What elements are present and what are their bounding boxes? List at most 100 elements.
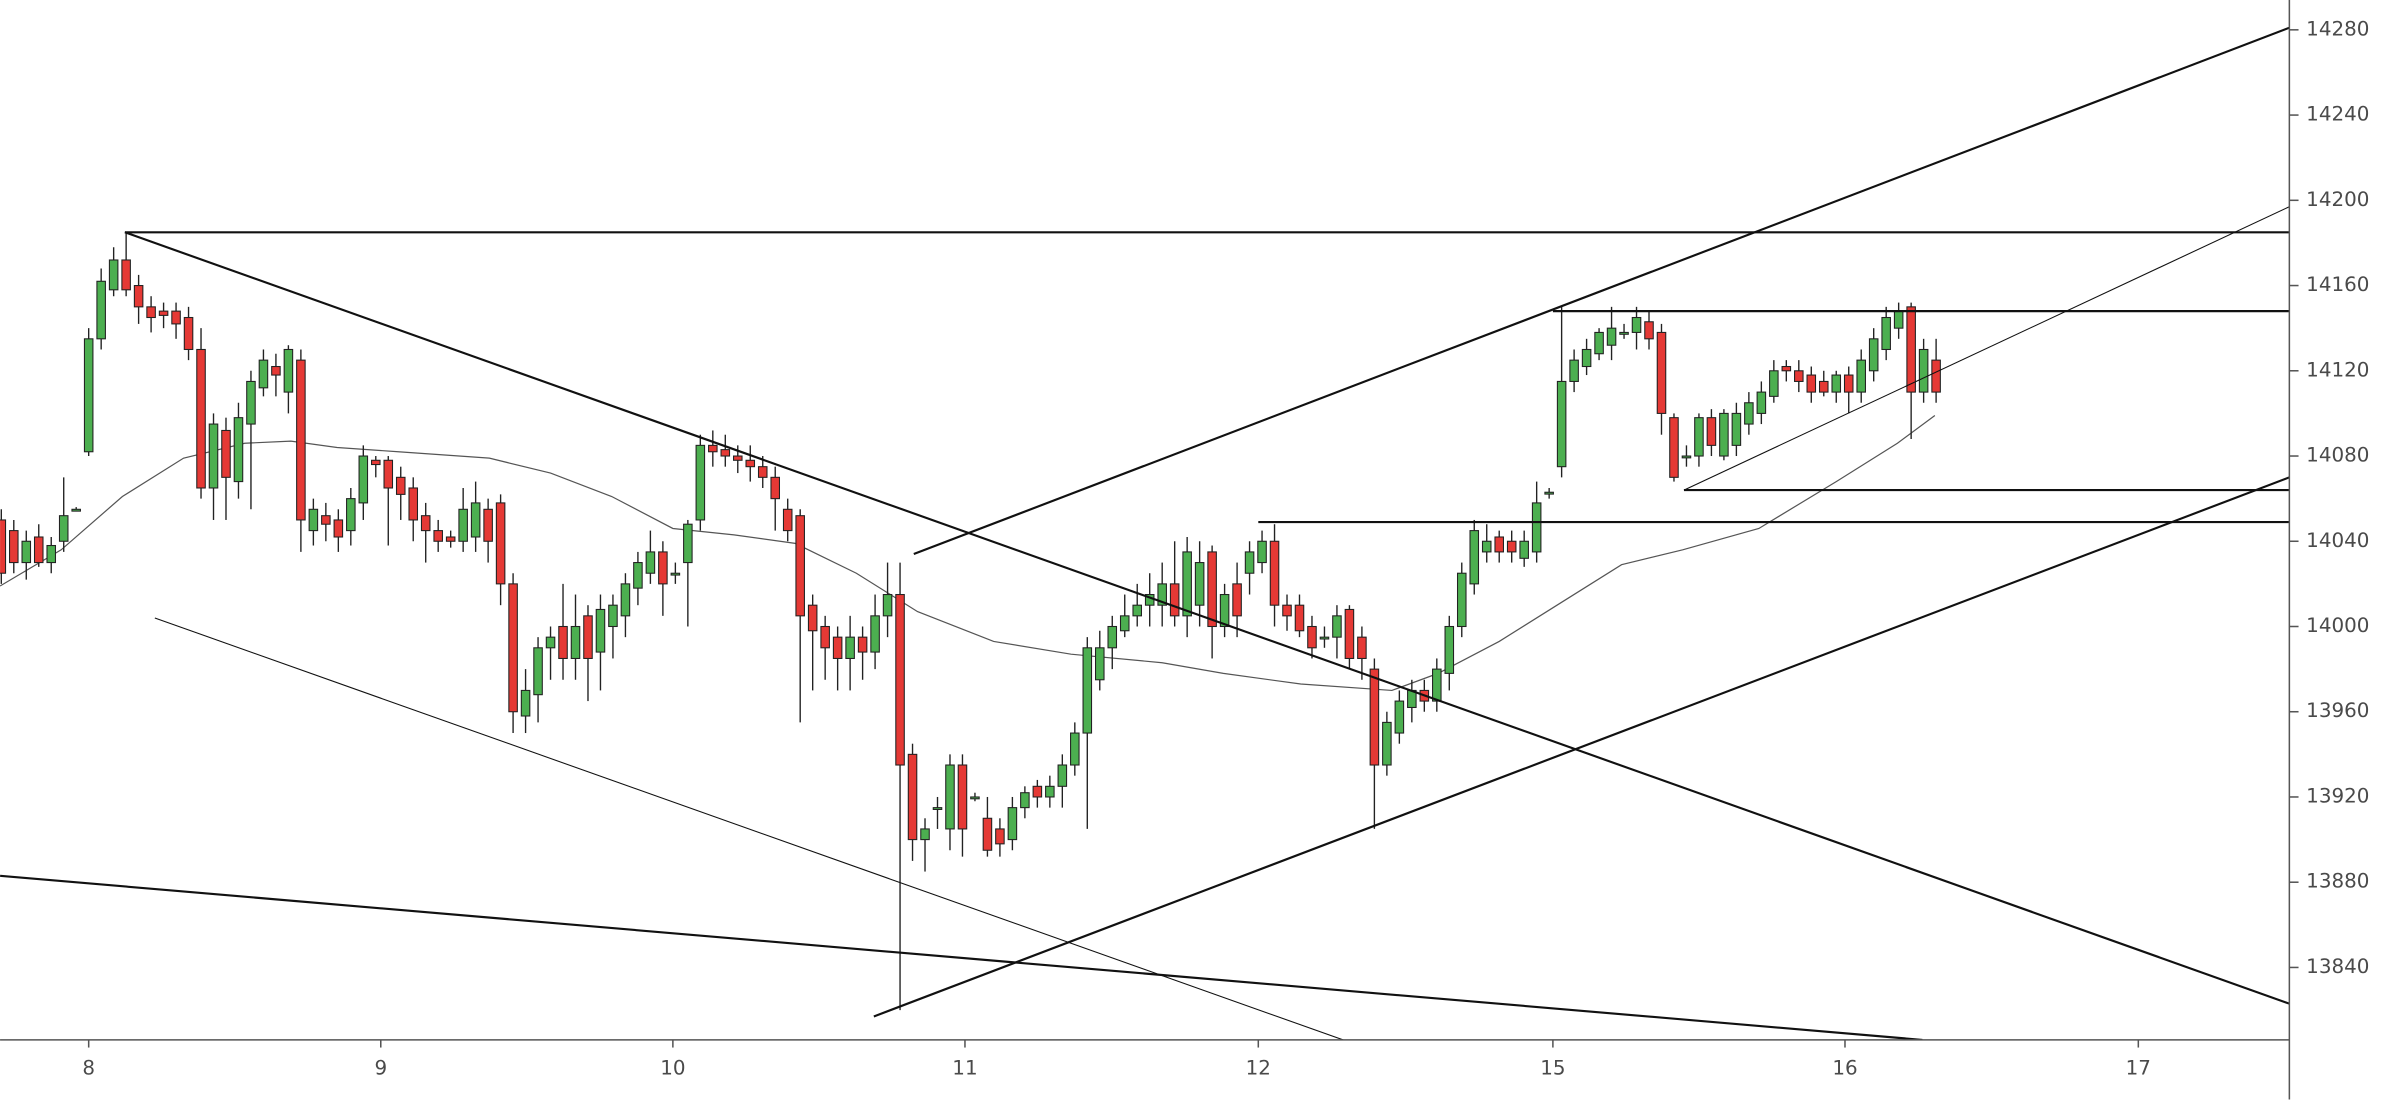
- candle-body: [658, 551, 668, 585]
- x-tick-label: 16: [1832, 1056, 1857, 1079]
- candle-body: [395, 476, 406, 495]
- candle-body: [1781, 365, 1792, 372]
- candle-body: [695, 444, 706, 521]
- candle-body: [46, 544, 57, 564]
- candle-body: [1219, 593, 1230, 628]
- candle-body: [258, 359, 269, 389]
- candle-body: [9, 530, 19, 564]
- trendline: [0, 874, 1923, 1040]
- candle-body: [1494, 536, 1504, 553]
- candle-body: [845, 636, 855, 659]
- candle-body: [1769, 370, 1779, 397]
- candle-body: [1070, 732, 1080, 766]
- candle-body: [470, 502, 481, 538]
- candle-body: [1432, 668, 1442, 702]
- candle-body: [533, 647, 543, 696]
- candle-body: [857, 636, 868, 653]
- candle-body: [346, 498, 356, 532]
- x-tick-label: 15: [1540, 1056, 1565, 1079]
- candle-body: [233, 417, 244, 483]
- trendline: [873, 476, 2290, 1018]
- candle-body: [795, 515, 805, 617]
- y-tick-label: 14280: [2306, 17, 2369, 40]
- candle-body: [1918, 348, 1929, 393]
- candle-body: [1531, 502, 1542, 553]
- candle-body: [1194, 562, 1205, 606]
- candle-body: [1456, 572, 1467, 628]
- candle-body: [1556, 380, 1567, 468]
- candle-body: [1207, 551, 1217, 628]
- candle-body: [770, 476, 781, 500]
- candle-body: [982, 817, 993, 851]
- candle-body: [558, 625, 568, 659]
- candle-body: [1369, 668, 1380, 766]
- candle-body: [945, 764, 955, 830]
- candle-body: [1344, 608, 1355, 659]
- candle-body: [1132, 604, 1143, 617]
- candle-body: [920, 828, 930, 841]
- candle-body: [970, 796, 980, 800]
- candle-body: [58, 515, 69, 542]
- candle-body: [1481, 540, 1492, 553]
- candle-body: [1119, 615, 1130, 632]
- candle-body: [1107, 625, 1118, 649]
- x-tick-label: 12: [1246, 1056, 1271, 1079]
- candle-body: [1007, 807, 1018, 841]
- y-tick-label: 13960: [2306, 699, 2369, 722]
- candle-body: [1731, 412, 1742, 446]
- candle-body: [1619, 331, 1629, 335]
- candle-body: [957, 764, 968, 830]
- candle-body: [1794, 370, 1804, 382]
- candle-body: [1232, 583, 1242, 617]
- candle-body: [1257, 540, 1267, 564]
- candle-body: [1631, 316, 1642, 333]
- y-tick-label: 14120: [2306, 358, 2369, 381]
- candle-body: [283, 348, 294, 393]
- candle-body: [108, 259, 119, 291]
- candle-body: [146, 306, 156, 319]
- x-tick-label: 10: [660, 1056, 685, 1079]
- candle-body: [1169, 583, 1180, 617]
- candle-body: [221, 429, 231, 478]
- candle-body: [1694, 417, 1704, 457]
- candle-body: [1656, 331, 1667, 414]
- x-tick-label: 9: [374, 1056, 387, 1079]
- candle-body: [1931, 359, 1941, 393]
- candle-body: [1269, 540, 1280, 606]
- candle-body: [433, 530, 443, 542]
- candle-body: [745, 459, 756, 468]
- y-tick-label: 13880: [2306, 870, 2369, 893]
- candle-body: [1032, 785, 1043, 798]
- candle-body: [21, 540, 32, 564]
- y-tick-label: 14240: [2306, 103, 2369, 126]
- candle-body: [133, 285, 144, 308]
- candle-body: [757, 466, 768, 478]
- candle-body: [732, 455, 743, 461]
- x-tick-label: 8: [82, 1056, 95, 1079]
- plot-area: [0, 26, 2290, 1040]
- candle-body: [1831, 374, 1842, 393]
- candle-body: [333, 519, 344, 538]
- candle-body: [508, 583, 518, 713]
- candle-body: [71, 508, 81, 512]
- candle-body: [1744, 402, 1754, 425]
- candle-body: [1157, 583, 1167, 606]
- candle-body: [1182, 551, 1192, 617]
- candle-body: [932, 807, 943, 810]
- candle-body: [1843, 374, 1854, 393]
- candle-body: [1444, 625, 1455, 674]
- candle-body: [1082, 647, 1093, 734]
- candle-body: [0, 519, 7, 574]
- candle-body: [1606, 327, 1617, 346]
- candle-body: [570, 625, 581, 659]
- candle-body: [1818, 380, 1829, 393]
- candle-body: [495, 502, 506, 585]
- candle-body: [445, 536, 456, 542]
- candle-body: [33, 536, 44, 564]
- candle-body: [1319, 636, 1330, 640]
- candle-body: [1506, 540, 1517, 553]
- candle-body: [483, 508, 493, 542]
- candle-body: [1681, 455, 1692, 459]
- candle-body: [308, 508, 319, 532]
